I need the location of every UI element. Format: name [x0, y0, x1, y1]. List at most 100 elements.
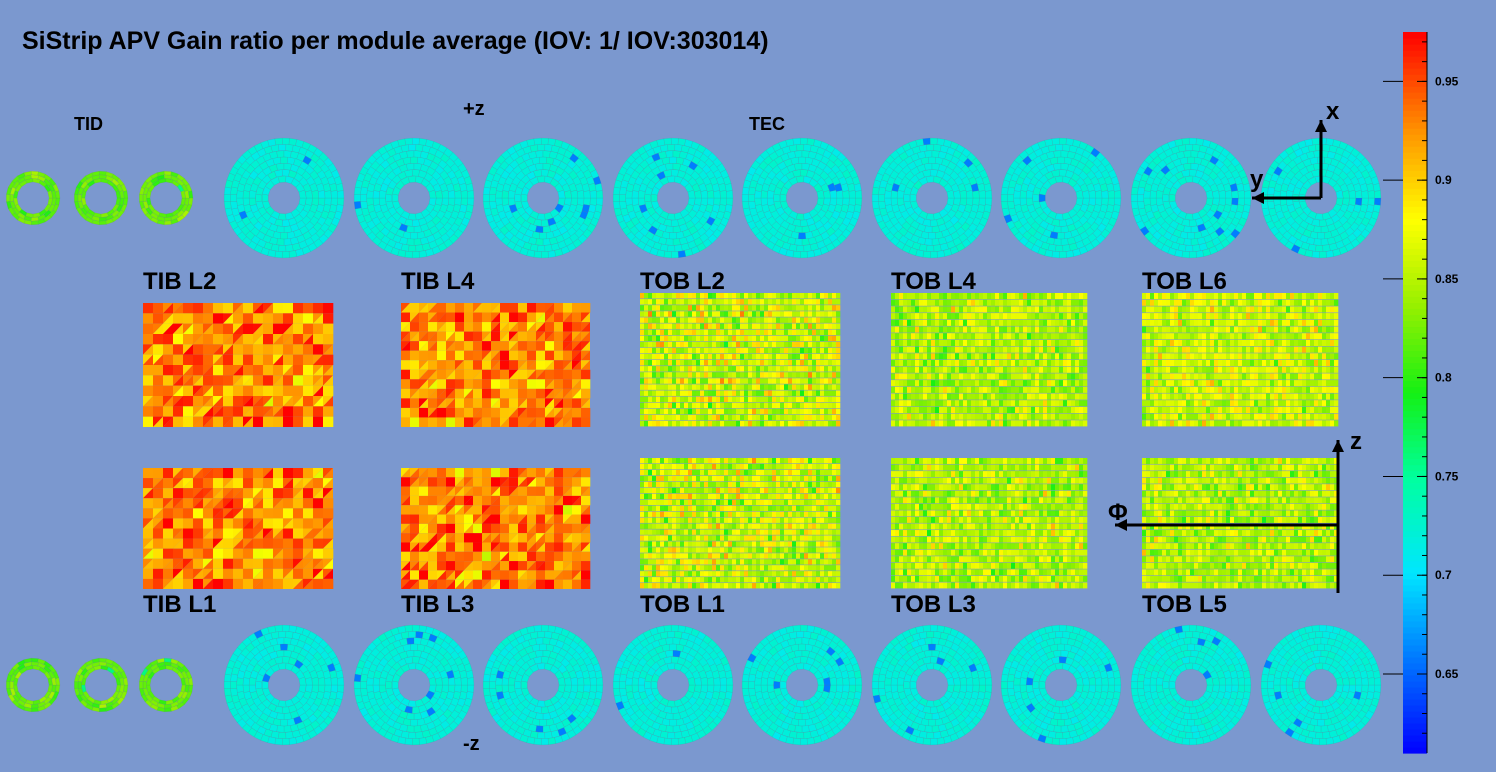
module-cell: [1044, 625, 1054, 634]
module-cell: [188, 190, 194, 199]
module-cell: [1184, 175, 1194, 183]
module-cell: [1355, 190, 1363, 199]
module-cell: [391, 193, 399, 203]
module-cell: [666, 662, 676, 670]
module-cell: [1013, 190, 1021, 199]
module-cell: [670, 624, 679, 632]
module-cell: [1313, 637, 1322, 645]
module-cell: [878, 201, 886, 210]
module-cell: [404, 250, 413, 259]
module-cell: [285, 731, 294, 739]
module-cell: [794, 150, 803, 158]
module-cell: [719, 190, 727, 199]
module-cell: [173, 313, 184, 324]
module-cell: [1325, 250, 1335, 258]
module-cell: [663, 737, 672, 746]
module-cell: [741, 673, 750, 682]
module-cell: [203, 375, 214, 386]
module-cell: [707, 677, 715, 686]
module-cell: [1322, 144, 1331, 152]
module-cell: [625, 197, 633, 206]
module-cell: [741, 194, 749, 202]
module-cell: [748, 201, 756, 210]
module-cell: [323, 406, 334, 417]
module-cell: [526, 138, 536, 147]
module-cell: [353, 194, 361, 202]
module-cell: [741, 186, 750, 195]
module-cell: [243, 303, 254, 314]
module-cell: [411, 624, 420, 632]
module-cell: [74, 194, 79, 202]
module-cell: [583, 197, 591, 206]
module-cell: [796, 731, 805, 739]
module-cell: [1107, 190, 1115, 199]
module-cell: [929, 251, 938, 259]
module-cell: [193, 396, 204, 407]
module-cell: [153, 396, 164, 407]
module-cell: [303, 396, 314, 407]
module-cell: [1101, 684, 1109, 693]
module-cell: [625, 190, 633, 199]
module-cell: [303, 385, 314, 396]
module-cell: [203, 344, 214, 355]
module-cell: [353, 201, 362, 210]
module-cell: [612, 688, 621, 697]
module-cell: [153, 313, 164, 324]
module-cell: [482, 194, 490, 202]
module-cell: [293, 323, 304, 334]
module-cell: [533, 137, 542, 146]
module-cell: [460, 684, 468, 693]
module-cell: [193, 365, 204, 376]
module-cell: [353, 673, 362, 682]
module-cell: [674, 731, 683, 739]
module-cell: [1318, 219, 1328, 227]
module-cell: [311, 676, 320, 686]
module-cell: [413, 725, 422, 733]
module-cell: [1032, 680, 1040, 690]
module-cell: [806, 737, 816, 745]
module-cell: [153, 385, 164, 396]
module-cell: [313, 406, 324, 417]
module-cell: [9, 680, 14, 690]
module-cell: [360, 201, 368, 210]
module-cell: [848, 197, 856, 206]
module-cell: [801, 637, 810, 645]
module-cell: [1311, 137, 1320, 146]
module-cell: [1374, 190, 1382, 199]
module-cell: [337, 190, 345, 199]
module-cell: [98, 220, 107, 226]
module-cell: [283, 150, 292, 158]
module-cell: [1025, 684, 1034, 694]
module-cell: [123, 190, 129, 199]
module-cell: [1112, 670, 1121, 679]
minus-tec-disk-6: [871, 624, 993, 746]
module-cell: [842, 677, 850, 686]
module-cell: [273, 365, 284, 376]
module-cell: [243, 323, 254, 334]
module-cell: [183, 354, 194, 365]
module-cell: [1168, 193, 1176, 203]
module-cell: [1056, 156, 1066, 164]
plus-tec-disk-5: [741, 137, 863, 259]
module-cell: [927, 156, 937, 164]
module-cell: [1322, 244, 1331, 252]
module-cell: [1361, 684, 1369, 693]
module-cell: [799, 219, 809, 227]
module-cell: [1316, 643, 1326, 651]
module-cell: [1190, 150, 1199, 158]
module-cell: [281, 738, 290, 746]
module-cell: [441, 189, 450, 199]
module-cell: [544, 731, 553, 739]
module-cell: [1320, 238, 1329, 246]
module-cell: [261, 193, 269, 203]
module-cell: [1062, 244, 1071, 252]
minus-tec-disk-5: [741, 624, 863, 746]
module-cell: [922, 737, 931, 746]
module-cell: [741, 681, 749, 689]
module-cell: [455, 303, 465, 313]
module-cell: [514, 680, 522, 690]
module-cell: [323, 334, 334, 345]
module-cell: [1137, 688, 1145, 697]
module-cell: [283, 385, 294, 396]
module-cell: [650, 680, 658, 690]
